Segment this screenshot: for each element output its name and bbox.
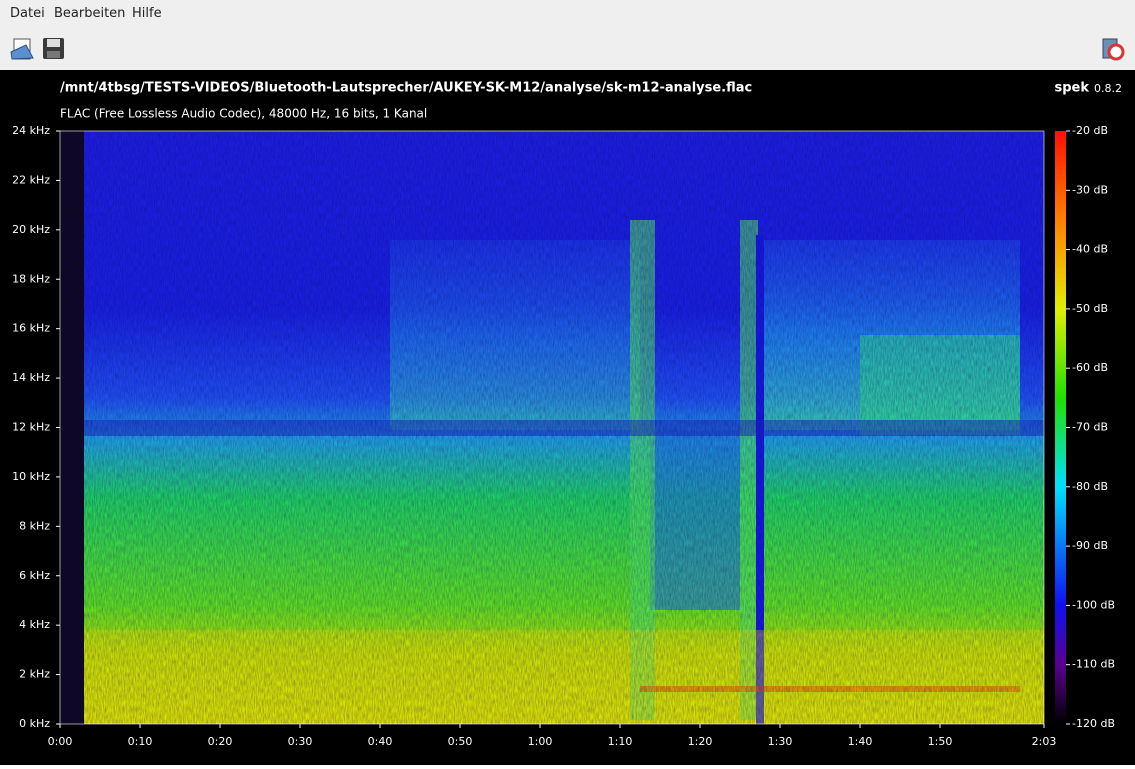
colorbar-tick-label: -40 dB (1072, 243, 1108, 256)
x-tick-label: 0:40 (368, 735, 393, 748)
spectrogram-view: /mnt/4tbsg/TESTS-VIDEOS/Bluetooth-Lautsp… (0, 70, 1135, 769)
y-tick-label: 24 kHz (12, 124, 50, 137)
menu-item[interactable]: Hilfe (132, 6, 162, 21)
x-tick-label: 0:50 (448, 735, 473, 748)
y-tick-label: 6 kHz (19, 569, 50, 582)
x-tick-label: 0:20 (208, 735, 233, 748)
x-tick-label: 1:00 (528, 735, 553, 748)
app-name: spek (1054, 81, 1089, 96)
y-tick-label: 12 kHz (12, 421, 50, 434)
y-tick-label: 8 kHz (19, 519, 50, 532)
colorbar-tick-label: -50 dB (1072, 302, 1108, 315)
colorbar-tick-label: -110 dB (1072, 658, 1115, 671)
y-tick-label: 22 kHz (12, 173, 50, 186)
x-tick-label: 1:50 (928, 735, 953, 748)
x-tick-label: 1:40 (848, 735, 873, 748)
spectrogram-canvas: /mnt/4tbsg/TESTS-VIDEOS/Bluetooth-Lautsp… (0, 70, 1135, 765)
colorbar-tick-label: -60 dB (1072, 361, 1108, 374)
y-tick-label: 20 kHz (12, 223, 50, 236)
x-tick-label: 1:20 (688, 735, 713, 748)
spectrogram-image (60, 131, 1044, 724)
colorbar-tick-label: -80 dB (1072, 480, 1108, 493)
y-tick-label: 18 kHz (12, 272, 50, 285)
toolbar (0, 28, 1135, 70)
x-tick-label: 0:10 (128, 735, 153, 748)
open-button[interactable] (10, 38, 34, 60)
x-tick-label: 2:03 (1032, 735, 1057, 748)
app-version: 0.8.2 (1094, 82, 1122, 95)
colorbar-tick-label: -90 dB (1072, 539, 1108, 552)
colorbar-tick-label: -100 dB (1072, 598, 1115, 611)
y-tick-label: 4 kHz (19, 618, 50, 631)
plot-frame (59, 130, 1045, 725)
y-tick-label: 10 kHz (12, 470, 50, 483)
colorbar (1055, 131, 1066, 724)
colorbar-tick-label: -70 dB (1072, 421, 1108, 434)
colorbar-tick-label: -30 dB (1072, 183, 1108, 196)
x-tick-label: 1:30 (768, 735, 793, 748)
y-tick-label: 14 kHz (12, 371, 50, 384)
x-tick-label: 0:30 (288, 735, 313, 748)
file-path: /mnt/4tbsg/TESTS-VIDEOS/Bluetooth-Lautsp… (60, 81, 752, 96)
menu-item[interactable]: Datei (10, 6, 45, 21)
menu-item[interactable]: Bearbeiten (54, 6, 126, 21)
colorbar-tick-label: -20 dB (1072, 124, 1108, 137)
x-tick-label: 1:10 (608, 735, 633, 748)
y-tick-label: 16 kHz (12, 322, 50, 335)
file-info: FLAC (Free Lossless Audio Codec), 48000 … (60, 107, 427, 121)
y-tick-label: 0 kHz (19, 717, 50, 730)
about-button[interactable] (1102, 38, 1125, 61)
toolbar-icons (10, 38, 1125, 61)
save-button[interactable] (43, 38, 64, 59)
colorbar-tick-label: -120 dB (1072, 717, 1115, 730)
y-tick-label: 2 kHz (19, 668, 50, 681)
menu-bar: Datei Bearbeiten Hilfe (0, 0, 1135, 28)
x-tick-label: 0:00 (48, 735, 73, 748)
